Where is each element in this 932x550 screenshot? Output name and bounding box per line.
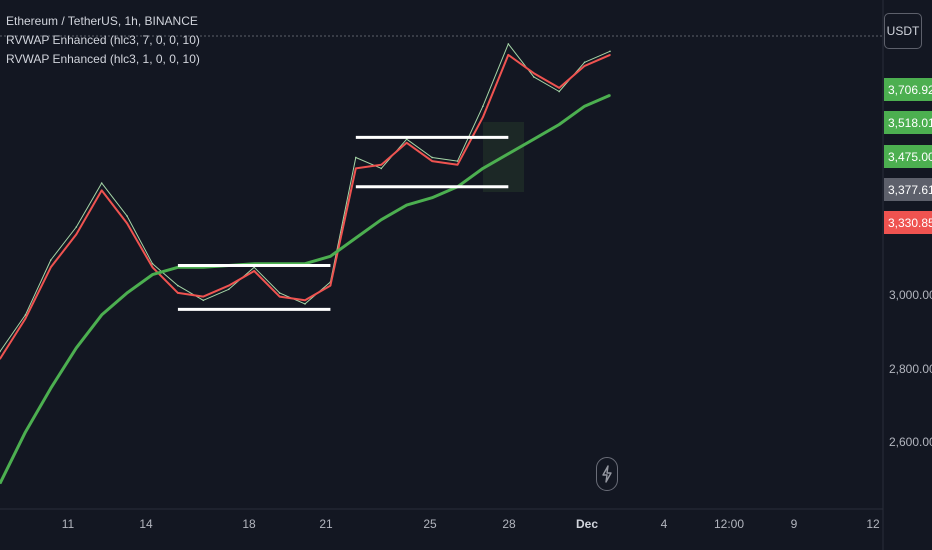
series-2-point	[151, 273, 154, 276]
series-1-point	[482, 116, 484, 118]
series-1-point	[50, 266, 52, 269]
time-axis-label: 12	[866, 517, 880, 531]
series-1-point	[558, 87, 560, 89]
series-0-point	[50, 259, 52, 261]
lightning-icon[interactable]	[596, 457, 618, 491]
price-axis-label: 2,600.00	[889, 435, 932, 449]
series-2-point	[380, 218, 383, 221]
time-axis-label: 11	[61, 517, 75, 531]
series-2-point	[532, 138, 535, 140]
legend-indicator-1[interactable]: RVWAP Enhanced (hlc3, 7, 0, 0, 10)	[6, 33, 200, 47]
price-tag: 3,706.92	[884, 78, 932, 101]
series-1-point	[609, 54, 611, 56]
series-0-point	[431, 156, 433, 159]
time-axis-label: 21	[319, 517, 333, 531]
price-tag: 3,518.01	[884, 111, 932, 134]
series-0-point	[456, 160, 459, 162]
price-axis-label: 3,000.00	[889, 288, 932, 302]
series-2-point	[50, 387, 52, 389]
series-line-1	[0, 53, 611, 360]
series-1-point	[355, 167, 357, 170]
currency-button[interactable]: USDT	[884, 13, 922, 49]
series-1-point	[253, 270, 255, 272]
series-0-point	[151, 262, 154, 265]
series-1-point	[380, 163, 383, 166]
series-1-point	[177, 292, 179, 294]
series-2-point	[583, 105, 586, 107]
series-0-point	[177, 284, 179, 287]
chart-legend: Ethereum / TetherUS, 1h, BINANCE RVWAP E…	[6, 12, 200, 69]
series-0-point	[583, 61, 586, 64]
series-2-point	[75, 347, 78, 349]
series-2-point	[405, 204, 408, 206]
price-tag: 3,475.00	[884, 145, 932, 168]
series-0-point	[482, 105, 484, 107]
series-1-point	[0, 358, 1, 360]
legend-title: Ethereum / TetherUS, 1h, BINANCE	[6, 14, 198, 28]
series-2-point	[329, 255, 332, 258]
price-tag: 3,330.85	[884, 211, 932, 234]
series-1-point	[227, 284, 230, 287]
time-axis-label: 9	[790, 517, 798, 531]
series-1-point	[126, 222, 128, 225]
series-2-point	[0, 482, 1, 485]
time-axis-label: 18	[242, 517, 256, 531]
time-axis-label: 25	[423, 517, 437, 531]
series-1-point	[583, 65, 586, 67]
series-0-point	[75, 226, 78, 228]
series-0-point	[227, 288, 230, 291]
series-1-point	[304, 299, 306, 302]
series-2-point	[24, 431, 27, 433]
series-1-point	[75, 233, 78, 236]
time-axis-label: 12:00	[713, 517, 745, 531]
series-1-point	[24, 317, 27, 320]
series-0-point	[507, 43, 510, 45]
series-0-point	[609, 50, 611, 53]
time-axis-label: 14	[139, 517, 153, 531]
series-2-point	[558, 123, 560, 126]
time-axis-label: 4	[660, 517, 668, 531]
series-0-point	[24, 314, 27, 316]
series-1-point	[100, 189, 103, 192]
price-tag: 3,377.61	[884, 178, 932, 201]
series-0-point	[558, 90, 560, 93]
series-0-point	[202, 299, 205, 302]
legend-indicator-2[interactable]: RVWAP Enhanced (hlc3, 1, 0, 0, 10)	[6, 52, 200, 66]
series-0-point	[126, 215, 128, 217]
series-1-point	[431, 160, 433, 162]
series-0-point	[532, 76, 535, 78]
series-line-0	[0, 43, 611, 352]
series-1-point	[532, 72, 535, 75]
series-1-point	[329, 284, 332, 287]
series-1-point	[405, 142, 408, 144]
series-1-point	[151, 266, 154, 269]
series-2-point	[507, 152, 510, 155]
series-1-point	[456, 163, 459, 166]
series-2-point	[100, 314, 103, 316]
time-axis-label: Dec	[575, 517, 599, 531]
series-2-point	[126, 292, 128, 294]
time-axis-label: 28	[502, 517, 516, 531]
series-0-point	[380, 167, 383, 170]
series-2-point	[609, 94, 611, 97]
series-2-point	[355, 237, 357, 239]
series-1-point	[202, 295, 205, 298]
series-2-point	[431, 196, 433, 199]
series-layer	[0, 43, 611, 485]
levels-layer	[177, 135, 509, 311]
series-0-point	[304, 303, 306, 305]
series-2-point	[482, 167, 484, 170]
price-axis-label: 2,800.00	[889, 362, 932, 376]
series-0-point	[0, 350, 1, 353]
series-1-point	[278, 295, 281, 298]
series-1-point	[507, 54, 510, 56]
series-0-point	[278, 292, 281, 294]
series-0-point	[355, 156, 357, 159]
series-0-point	[100, 182, 103, 184]
